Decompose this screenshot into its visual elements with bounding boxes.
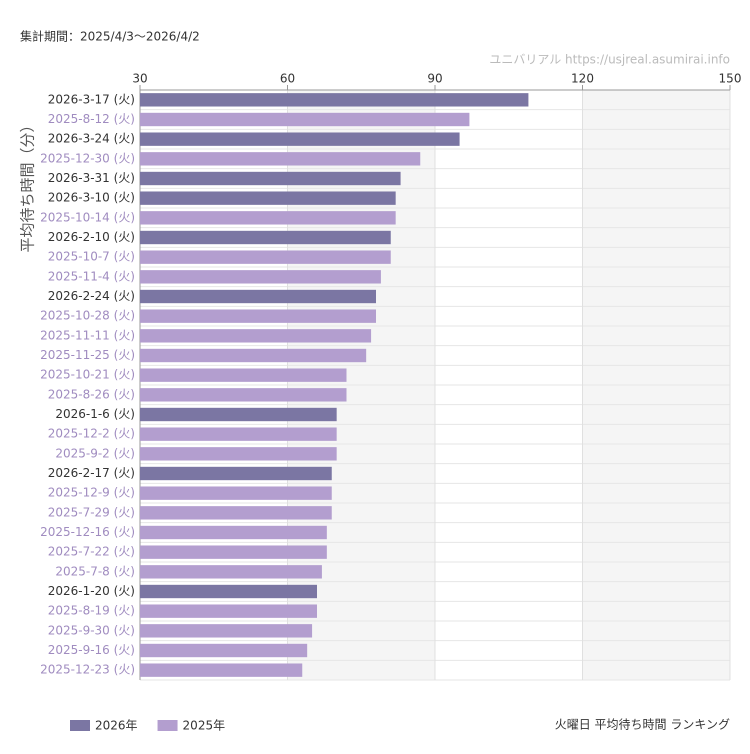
- bar: [140, 132, 460, 146]
- y-tick-label: 2025-9-2 (火): [55, 446, 135, 460]
- x-tick-label: 90: [427, 72, 442, 86]
- y-tick-label: 2025-12-23 (火): [40, 663, 135, 677]
- bar: [140, 348, 367, 363]
- legend-swatch: [70, 720, 90, 731]
- y-tick-label: 2025-11-25 (火): [40, 348, 135, 362]
- y-tick-label: 2026-2-17 (火): [48, 466, 135, 480]
- y-axis-label: 平均待ち時間（分）: [19, 117, 37, 252]
- x-tick-label: 150: [719, 72, 742, 86]
- y-tick-label: 2025-10-14 (火): [40, 210, 135, 224]
- bar: [140, 270, 381, 284]
- y-tick-label: 2025-12-2 (火): [48, 427, 135, 441]
- y-tick-label: 2025-9-16 (火): [48, 643, 135, 657]
- bar: [140, 584, 317, 599]
- y-tick-label: 2025-7-8 (火): [55, 564, 135, 578]
- legend-label: 2026年: [95, 719, 138, 733]
- bar: [140, 112, 470, 127]
- y-tick-label: 2026-3-17 (火): [48, 92, 135, 106]
- bar: [140, 525, 327, 540]
- y-tick-label: 2025-12-30 (火): [40, 151, 135, 165]
- y-tick-label: 2025-12-9 (火): [48, 486, 135, 500]
- bar: [140, 309, 376, 323]
- x-tick-label: 30: [132, 72, 147, 86]
- bar: [140, 388, 347, 402]
- bar: [140, 643, 308, 658]
- y-tick-label: 2025-8-19 (火): [48, 604, 135, 618]
- bar: [140, 93, 529, 107]
- y-tick-label: 2025-11-4 (火): [48, 269, 135, 283]
- bar: [140, 604, 317, 618]
- y-tick-label: 2025-12-16 (火): [40, 525, 135, 539]
- bar: [140, 427, 337, 441]
- y-tick-label: 2025-11-11 (火): [40, 328, 135, 342]
- bar: [140, 289, 376, 304]
- bar: [140, 152, 421, 166]
- bar: [140, 211, 396, 225]
- bar: [140, 447, 337, 461]
- bar: [140, 466, 332, 481]
- x-tick-label: 60: [280, 72, 295, 86]
- bar: [140, 545, 327, 559]
- bar: [140, 506, 332, 520]
- y-tick-label: 2026-3-31 (火): [48, 171, 135, 185]
- y-tick-label: 2026-3-24 (火): [48, 132, 135, 146]
- source: ユニバリアル https://usjreal.asumirai.info: [489, 53, 730, 67]
- y-tick-label: 2025-10-21 (火): [40, 368, 135, 382]
- y-tick-label: 2026-2-24 (火): [48, 289, 135, 303]
- bar: [140, 368, 347, 382]
- y-tick-label: 2025-8-26 (火): [48, 387, 135, 401]
- bar: [140, 663, 303, 677]
- bar: [140, 230, 391, 245]
- bar: [140, 250, 391, 264]
- legend-label: 2025年: [183, 719, 226, 733]
- x-tick-label: 120: [571, 72, 594, 86]
- period: 集計期間：2025/4/3〜2026/4/2: [20, 29, 200, 44]
- y-tick-label: 2026-1-20 (火): [48, 584, 135, 598]
- bar: [140, 329, 372, 343]
- y-tick-label: 2025-9-30 (火): [48, 623, 135, 637]
- chart-title: 火曜日 平均待ち時間 ランキング: [555, 718, 730, 732]
- y-tick-label: 2025-7-29 (火): [48, 505, 135, 519]
- bar: [140, 171, 401, 186]
- y-tick-label: 2026-1-6 (火): [55, 407, 135, 421]
- legend-swatch: [157, 720, 178, 731]
- bar: [140, 486, 332, 500]
- y-tick-label: 2025-10-28 (火): [40, 309, 135, 323]
- bar: [140, 624, 313, 638]
- y-tick-label: 2025-7-22 (火): [48, 545, 135, 559]
- y-tick-label: 2025-10-7 (火): [48, 250, 135, 264]
- bar: [140, 191, 396, 205]
- y-tick-label: 2025-8-12 (火): [48, 112, 135, 126]
- bar: [140, 407, 337, 422]
- y-tick-label: 2026-3-10 (火): [48, 191, 135, 205]
- bar: [140, 565, 322, 579]
- y-tick-label: 2026-2-10 (火): [48, 230, 135, 244]
